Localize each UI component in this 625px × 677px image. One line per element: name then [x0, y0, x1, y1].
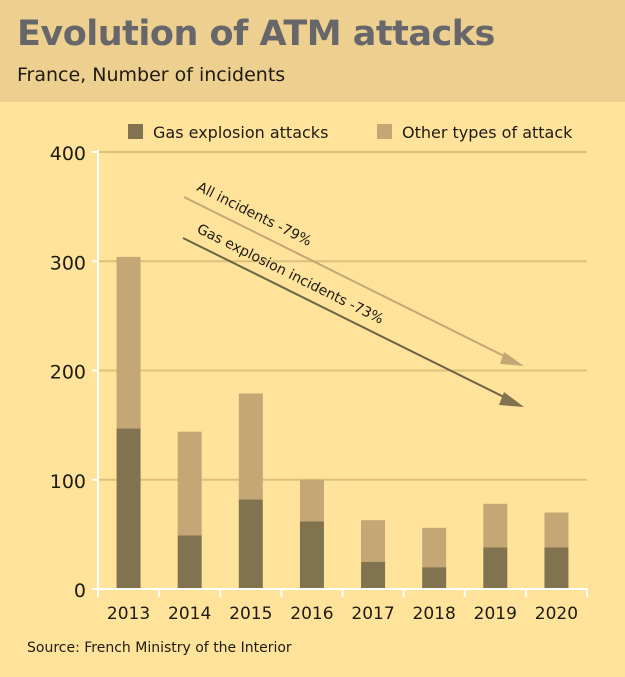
source-note: Source: French Ministry of the Interior	[27, 640, 292, 656]
y-tick-label: 400	[50, 143, 86, 165]
x-tick-label: 2015	[229, 604, 272, 624]
trend-arrow-all	[183, 196, 513, 361]
bar-gas-2018	[422, 567, 447, 589]
bar-other-2017	[361, 520, 386, 562]
y-tick-label: 0	[74, 580, 86, 602]
legend-label-gas: Gas explosion attacks	[153, 123, 328, 142]
bar-gas-2015	[238, 499, 263, 589]
legend-swatch-gas	[128, 124, 143, 139]
trend-annotations: All incidents -79% Gas explosion inciden…	[182, 179, 524, 407]
bar-gas-2017	[361, 561, 386, 589]
legend-label-other: Other types of attack	[402, 123, 573, 142]
bar-other-2013	[116, 256, 141, 429]
bar-gas-2020	[544, 547, 569, 589]
chart-title: Evolution of ATM attacks	[17, 14, 495, 54]
bar-other-2020	[544, 512, 569, 548]
bar-other-2015	[238, 393, 263, 500]
x-tick-label: 2013	[107, 604, 150, 624]
header-band: Evolution of ATM attacks France, Number …	[0, 0, 625, 102]
bar-other-2019	[483, 503, 508, 548]
y-tick-label: 100	[50, 471, 86, 493]
bar-gas-2016	[299, 521, 324, 589]
bar-other-2018	[422, 527, 447, 568]
x-tick-label: 2017	[351, 604, 394, 624]
chart-subtitle: France, Number of incidents	[17, 64, 286, 86]
bar-gas-2014	[177, 535, 202, 589]
y-tick-label: 200	[50, 362, 86, 384]
trend-arrow-gas	[182, 237, 513, 402]
x-tick-label: 2016	[290, 604, 333, 624]
bar-gas-2013	[116, 428, 141, 589]
x-tick-label: 2020	[535, 604, 578, 624]
trend-arrowhead-gas	[499, 392, 524, 407]
x-tick-label: 2014	[168, 604, 211, 624]
legend-swatch-other	[377, 124, 392, 139]
legend: Gas explosion attacks Other types of att…	[128, 123, 573, 142]
bar-other-2014	[177, 431, 202, 536]
x-tick-label: 2019	[474, 604, 517, 624]
bar-other-2016	[299, 479, 324, 522]
bar-gas-2019	[483, 547, 508, 589]
y-tick-label: 300	[50, 252, 86, 274]
x-tick-label: 2018	[413, 604, 456, 624]
trend-arrowhead-all	[500, 352, 524, 366]
